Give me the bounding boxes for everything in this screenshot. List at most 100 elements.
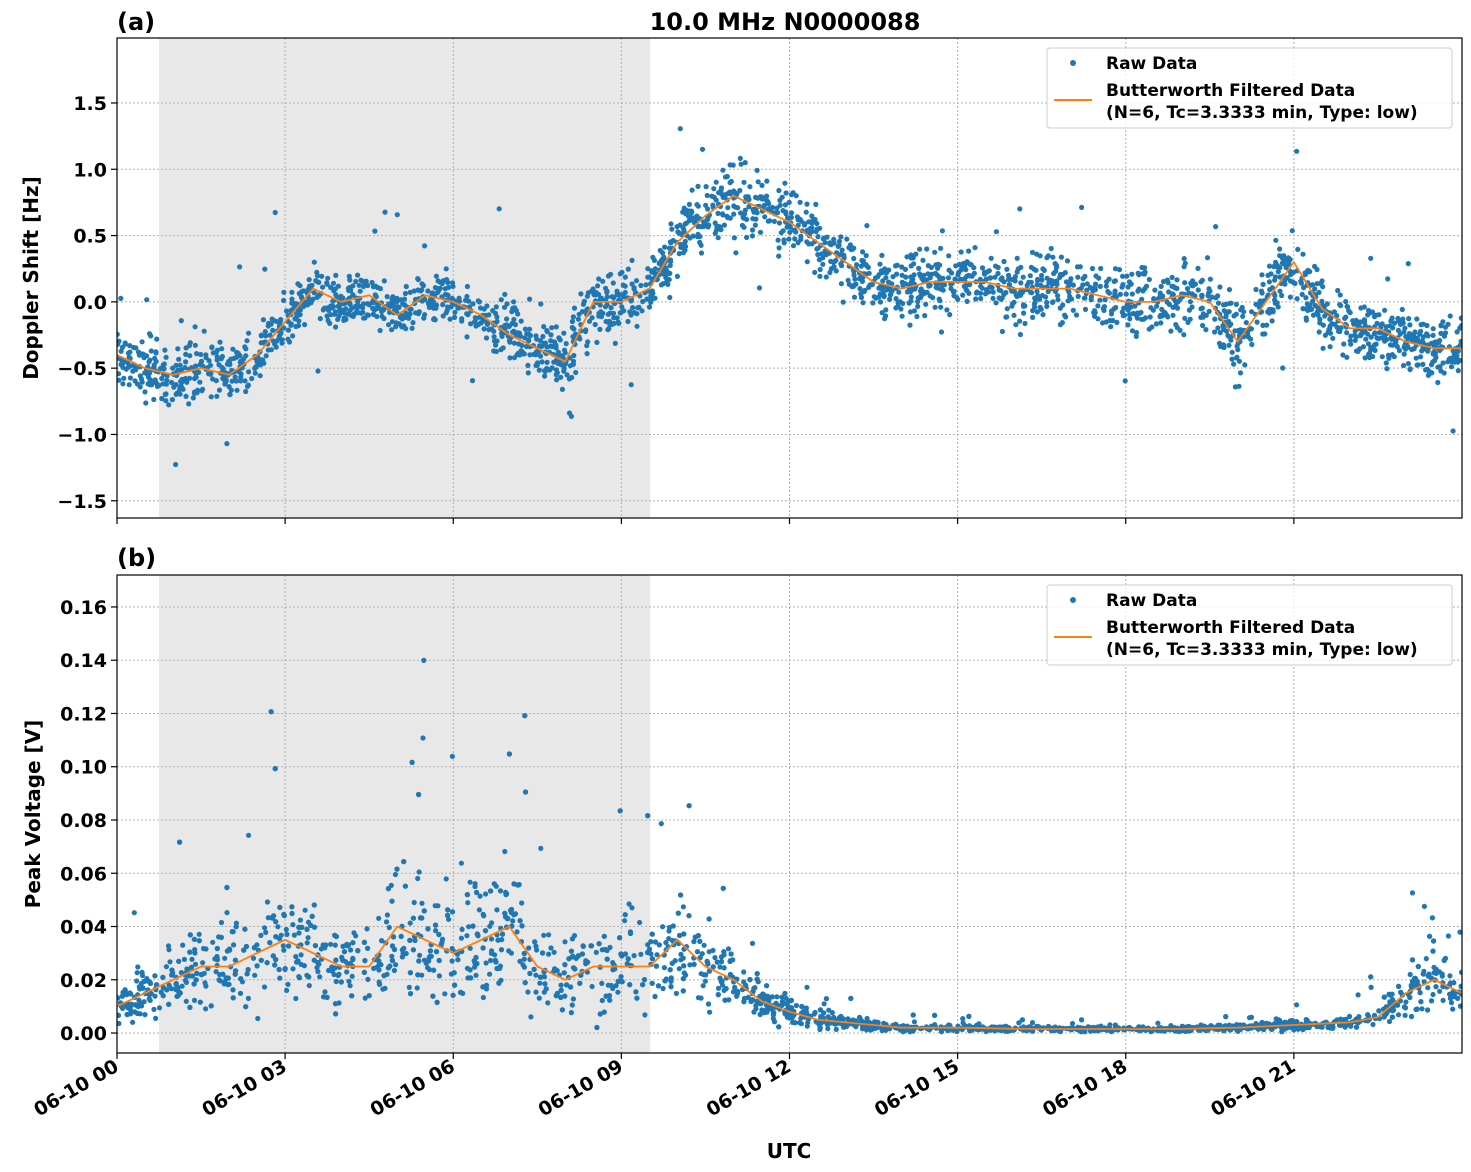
raw-data-point (735, 205, 741, 211)
raw-data-point (438, 941, 444, 947)
raw-data-point (466, 924, 472, 930)
raw-data-point (192, 324, 198, 330)
raw-data-point (1438, 323, 1444, 329)
raw-data-point (910, 255, 916, 261)
raw-data-point (305, 935, 311, 941)
raw-data-point (415, 875, 421, 882)
raw-data-point (1425, 348, 1431, 354)
raw-data-point (281, 289, 287, 295)
raw-data-point (541, 932, 547, 938)
raw-data-point (202, 980, 208, 986)
raw-data-point (617, 808, 623, 814)
raw-data-point (628, 312, 634, 318)
raw-data-point (502, 848, 508, 855)
raw-data-point (151, 1006, 157, 1013)
raw-data-point (537, 353, 544, 359)
panel-label-a: (a) (117, 8, 155, 36)
raw-data-point (493, 959, 499, 965)
raw-data-point (243, 388, 249, 395)
raw-data-point (1260, 322, 1266, 328)
y-tick-label: 0.12 (60, 703, 107, 725)
raw-data-point (833, 268, 839, 274)
raw-data-point (179, 376, 185, 382)
raw-data-point (972, 245, 978, 251)
raw-data-point (1213, 224, 1219, 230)
raw-data-point (183, 351, 189, 357)
raw-data-point (130, 1019, 136, 1025)
raw-data-point (1298, 278, 1304, 284)
raw-data-point (442, 286, 448, 292)
raw-data-point (142, 389, 148, 395)
raw-data-point (683, 220, 689, 226)
raw-data-point (347, 983, 353, 989)
raw-data-point (771, 218, 778, 224)
raw-data-point (938, 329, 945, 335)
raw-data-point (1114, 319, 1120, 325)
raw-data-point (187, 340, 193, 346)
raw-data-point (1075, 293, 1081, 299)
raw-data-point (1419, 348, 1425, 354)
raw-data-point (281, 947, 287, 953)
raw-data-point (350, 292, 356, 298)
raw-data-point (279, 337, 285, 343)
raw-data-point (473, 972, 479, 978)
raw-data-point (508, 950, 514, 956)
raw-data-point (1283, 265, 1289, 271)
raw-data-point (1402, 1012, 1408, 1019)
raw-data-point (494, 314, 500, 320)
raw-data-point (467, 879, 473, 885)
raw-data-point (344, 969, 350, 975)
raw-data-point (1226, 309, 1232, 315)
raw-data-point (325, 317, 331, 324)
raw-data-point (522, 980, 528, 986)
raw-data-point (415, 311, 421, 317)
raw-data-point (540, 950, 546, 956)
raw-data-point (449, 945, 455, 952)
raw-data-point (319, 273, 325, 279)
raw-data-point (722, 174, 729, 180)
raw-data-point (734, 993, 740, 999)
raw-data-point (1447, 991, 1453, 997)
raw-data-point (878, 283, 884, 289)
raw-data-point (323, 942, 329, 948)
raw-data-point (925, 263, 931, 269)
raw-data-point (1112, 278, 1118, 284)
raw-data-point (642, 1012, 648, 1018)
raw-data-point (180, 942, 186, 948)
raw-data-point (1438, 330, 1444, 336)
raw-data-point (187, 375, 193, 381)
raw-data-point (290, 922, 296, 928)
raw-data-point (593, 290, 599, 296)
raw-data-point (827, 269, 833, 276)
raw-data-point (1425, 1007, 1431, 1013)
raw-data-point (1368, 334, 1374, 340)
raw-data-point (290, 300, 296, 306)
raw-data-point (672, 958, 678, 964)
raw-data-point (449, 909, 456, 915)
raw-data-point (1366, 307, 1372, 314)
raw-data-point (631, 953, 637, 959)
raw-data-point (270, 338, 276, 344)
raw-data-point (450, 283, 456, 289)
raw-data-point (906, 300, 912, 306)
raw-data-point (1400, 362, 1407, 369)
raw-data-point (446, 916, 452, 922)
raw-data-point (1020, 303, 1027, 309)
raw-data-point (296, 930, 302, 936)
raw-data-point (488, 888, 494, 894)
raw-data-point (617, 310, 623, 316)
raw-data-point (1376, 330, 1382, 336)
raw-data-point (1095, 316, 1101, 322)
raw-data-point (764, 193, 770, 199)
raw-data-point (759, 182, 765, 188)
raw-data-point (727, 191, 734, 197)
raw-data-point (273, 919, 279, 925)
raw-data-point (224, 441, 230, 447)
raw-data-point (1410, 346, 1417, 352)
raw-data-point (366, 993, 372, 999)
raw-data-point (381, 278, 387, 284)
raw-data-point (966, 248, 972, 254)
raw-data-point (224, 910, 230, 916)
raw-data-point (173, 391, 179, 397)
raw-data-point (857, 286, 863, 292)
